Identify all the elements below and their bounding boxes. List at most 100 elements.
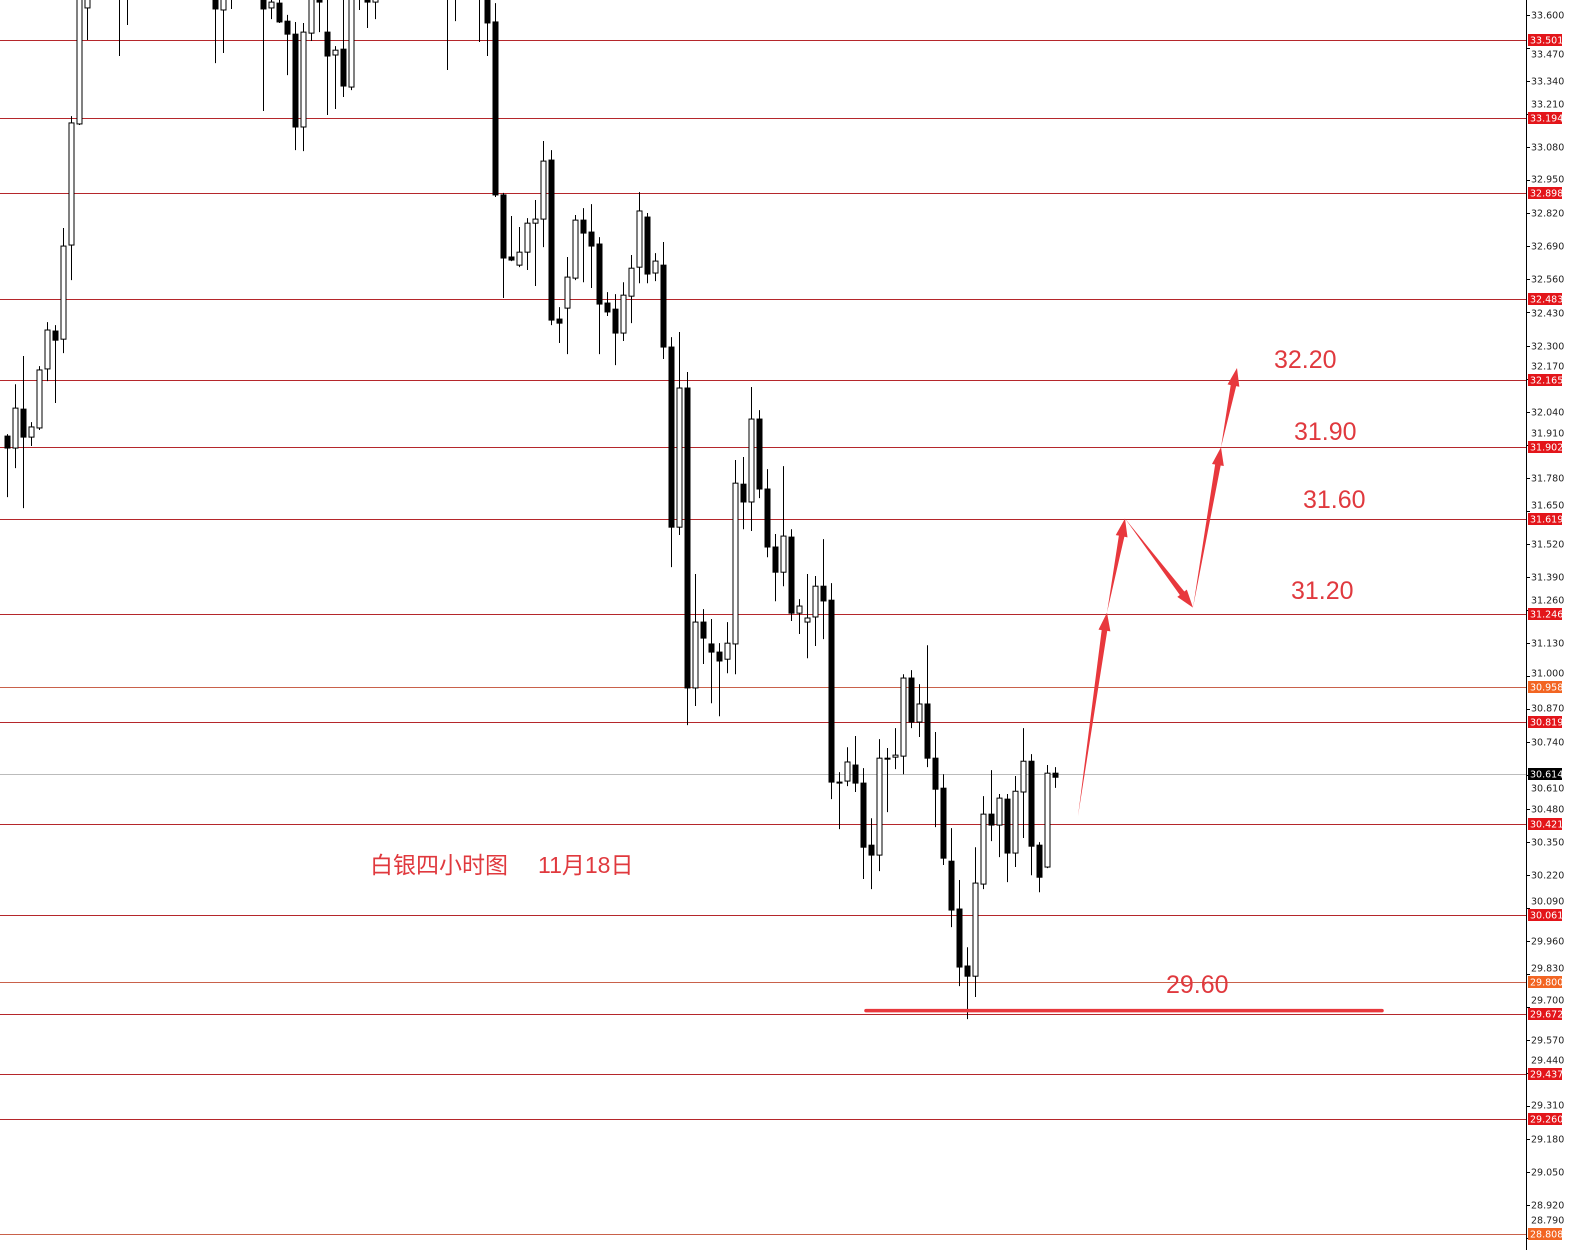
level-price-label-bg bbox=[1528, 1068, 1562, 1080]
candle bbox=[324, 0, 331, 116]
axis-tick-label: 29.440 bbox=[1531, 1056, 1564, 1067]
candle bbox=[732, 460, 739, 675]
candle bbox=[548, 150, 555, 326]
axis-tick-label: 30.610 bbox=[1531, 784, 1564, 795]
candle bbox=[364, 0, 371, 29]
candle-body-down bbox=[596, 243, 603, 305]
candle bbox=[580, 208, 587, 283]
chart-title: 白银四小时图 bbox=[370, 852, 508, 878]
candle-body-down bbox=[612, 308, 619, 334]
candle bbox=[119, 0, 120, 57]
candle-body-down bbox=[908, 677, 915, 723]
target-label-2: 31.90 bbox=[1294, 418, 1357, 446]
candle-body-up bbox=[516, 251, 523, 266]
level-price-label: 33.194 bbox=[1530, 114, 1563, 125]
candle-body-up bbox=[84, 0, 91, 9]
axis-tick-label: 30.350 bbox=[1531, 838, 1564, 849]
candle bbox=[332, 46, 339, 109]
candle-body-down bbox=[260, 0, 267, 10]
candle-body-down bbox=[756, 418, 763, 490]
axis-tick-label: 30.870 bbox=[1531, 704, 1564, 715]
candle-body-down bbox=[700, 621, 707, 639]
candle-body-up bbox=[524, 222, 531, 253]
candle bbox=[540, 140, 547, 248]
candle-body-down bbox=[948, 860, 955, 911]
candle bbox=[276, 0, 283, 23]
axis-tick-label: 30.220 bbox=[1531, 871, 1564, 882]
candle-body-down bbox=[588, 231, 595, 247]
candle bbox=[868, 818, 875, 890]
axis-tick-label: 33.600 bbox=[1531, 11, 1564, 22]
current-price-label: 30.614 bbox=[1530, 770, 1563, 781]
candle-body-down bbox=[924, 703, 931, 759]
candle bbox=[676, 332, 683, 536]
candle bbox=[348, 0, 355, 91]
axis-tick-label: 31.130 bbox=[1531, 639, 1564, 650]
candle bbox=[604, 292, 611, 317]
candle bbox=[532, 200, 539, 287]
candle bbox=[636, 192, 643, 284]
target-label-4: 31.20 bbox=[1291, 577, 1354, 605]
candle-body-down bbox=[660, 264, 667, 348]
candle bbox=[660, 241, 667, 360]
candle bbox=[36, 366, 43, 430]
candle-body-down bbox=[212, 0, 219, 10]
candle bbox=[964, 947, 971, 1020]
candle bbox=[764, 469, 771, 558]
candle-body-down bbox=[764, 488, 771, 548]
candle-body-down bbox=[772, 546, 779, 573]
candle-body-down bbox=[644, 216, 651, 275]
candle bbox=[44, 322, 51, 382]
candle-body-up bbox=[268, 1, 275, 9]
candle-body-up bbox=[60, 245, 67, 340]
axis-tick-label: 29.180 bbox=[1531, 1135, 1564, 1146]
candles bbox=[4, 0, 1059, 1020]
chart-title-annotation: 白银四小时图 11月18日 bbox=[370, 846, 663, 880]
candle-body-down bbox=[828, 599, 835, 783]
axis-tick-label: 32.170 bbox=[1531, 362, 1564, 373]
candle-body-down bbox=[940, 787, 947, 859]
axis-tick-label: 33.340 bbox=[1531, 77, 1564, 88]
candle bbox=[60, 228, 67, 354]
axis-tick-label: 32.040 bbox=[1531, 408, 1564, 419]
candle bbox=[127, 0, 128, 25]
candle-body-up bbox=[980, 813, 987, 885]
support-resistance-levels bbox=[0, 40, 1526, 1235]
candle-body-up bbox=[532, 218, 539, 224]
candle-body-up bbox=[812, 585, 819, 618]
candle-body-down bbox=[684, 387, 691, 689]
level-price-label: 32.483 bbox=[1530, 295, 1563, 306]
candle bbox=[484, 0, 491, 57]
candle-body-down bbox=[884, 757, 891, 760]
candle-body-down bbox=[364, 0, 371, 3]
candle bbox=[372, 0, 379, 20]
level-price-label: 29.260 bbox=[1530, 1115, 1563, 1126]
level-price-label: 31.902 bbox=[1530, 443, 1563, 454]
candle bbox=[316, 0, 323, 33]
forecast-arrow bbox=[1193, 447, 1224, 608]
candle bbox=[652, 253, 659, 282]
candle-body-down bbox=[956, 908, 963, 968]
candle bbox=[628, 254, 635, 324]
candle bbox=[692, 573, 699, 707]
level-price-label: 31.619 bbox=[1530, 515, 1563, 526]
forecast-arrow bbox=[1078, 612, 1111, 817]
level-price-label-bg bbox=[1528, 1113, 1562, 1125]
candle bbox=[844, 747, 851, 787]
candle-body-down bbox=[484, 0, 491, 24]
level-price-label-bg bbox=[1528, 608, 1562, 620]
candle bbox=[308, 0, 315, 42]
candle bbox=[876, 739, 883, 872]
candle-body-up bbox=[916, 703, 923, 723]
candle-body-up bbox=[1012, 790, 1019, 854]
candle bbox=[900, 674, 907, 775]
forecast-arrow bbox=[1221, 367, 1240, 448]
candle-body-up bbox=[300, 31, 307, 128]
candle bbox=[516, 226, 523, 268]
candle bbox=[828, 583, 835, 800]
candle bbox=[588, 204, 595, 289]
candle bbox=[212, 0, 219, 64]
candle bbox=[340, 0, 347, 97]
candle-body-down bbox=[932, 757, 939, 790]
